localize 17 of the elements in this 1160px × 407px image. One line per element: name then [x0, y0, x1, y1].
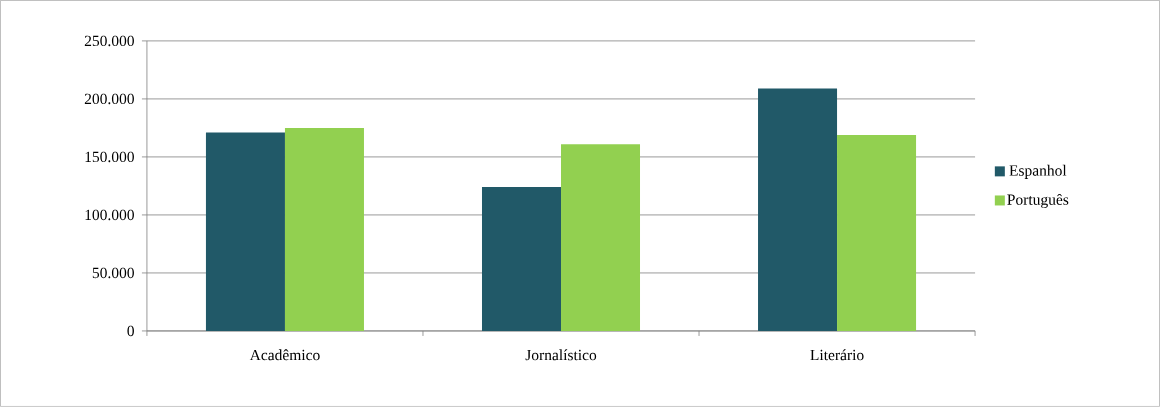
legend-label: Espanhol — [1009, 164, 1067, 179]
bar — [837, 134, 917, 332]
bar — [205, 132, 285, 332]
x-tick-label: Acadêmico — [249, 349, 320, 361]
bar — [561, 144, 641, 332]
y-tick-label: 150.000 — [85, 151, 134, 163]
x-tick-label: Jornalístico — [525, 349, 597, 361]
legend-label: Português — [1007, 193, 1069, 209]
y-tick-label: 250.000 — [84, 35, 134, 47]
bar — [284, 127, 364, 332]
y-tick-label: 50.000 — [92, 267, 134, 279]
bar — [758, 88, 838, 332]
y-tick-label: 200.000 — [84, 93, 134, 105]
bar — [481, 187, 561, 332]
x-tick-label: Literário — [810, 349, 864, 361]
y-tick-label: 100.000 — [85, 209, 134, 221]
y-tick-label: 0 — [127, 325, 134, 337]
